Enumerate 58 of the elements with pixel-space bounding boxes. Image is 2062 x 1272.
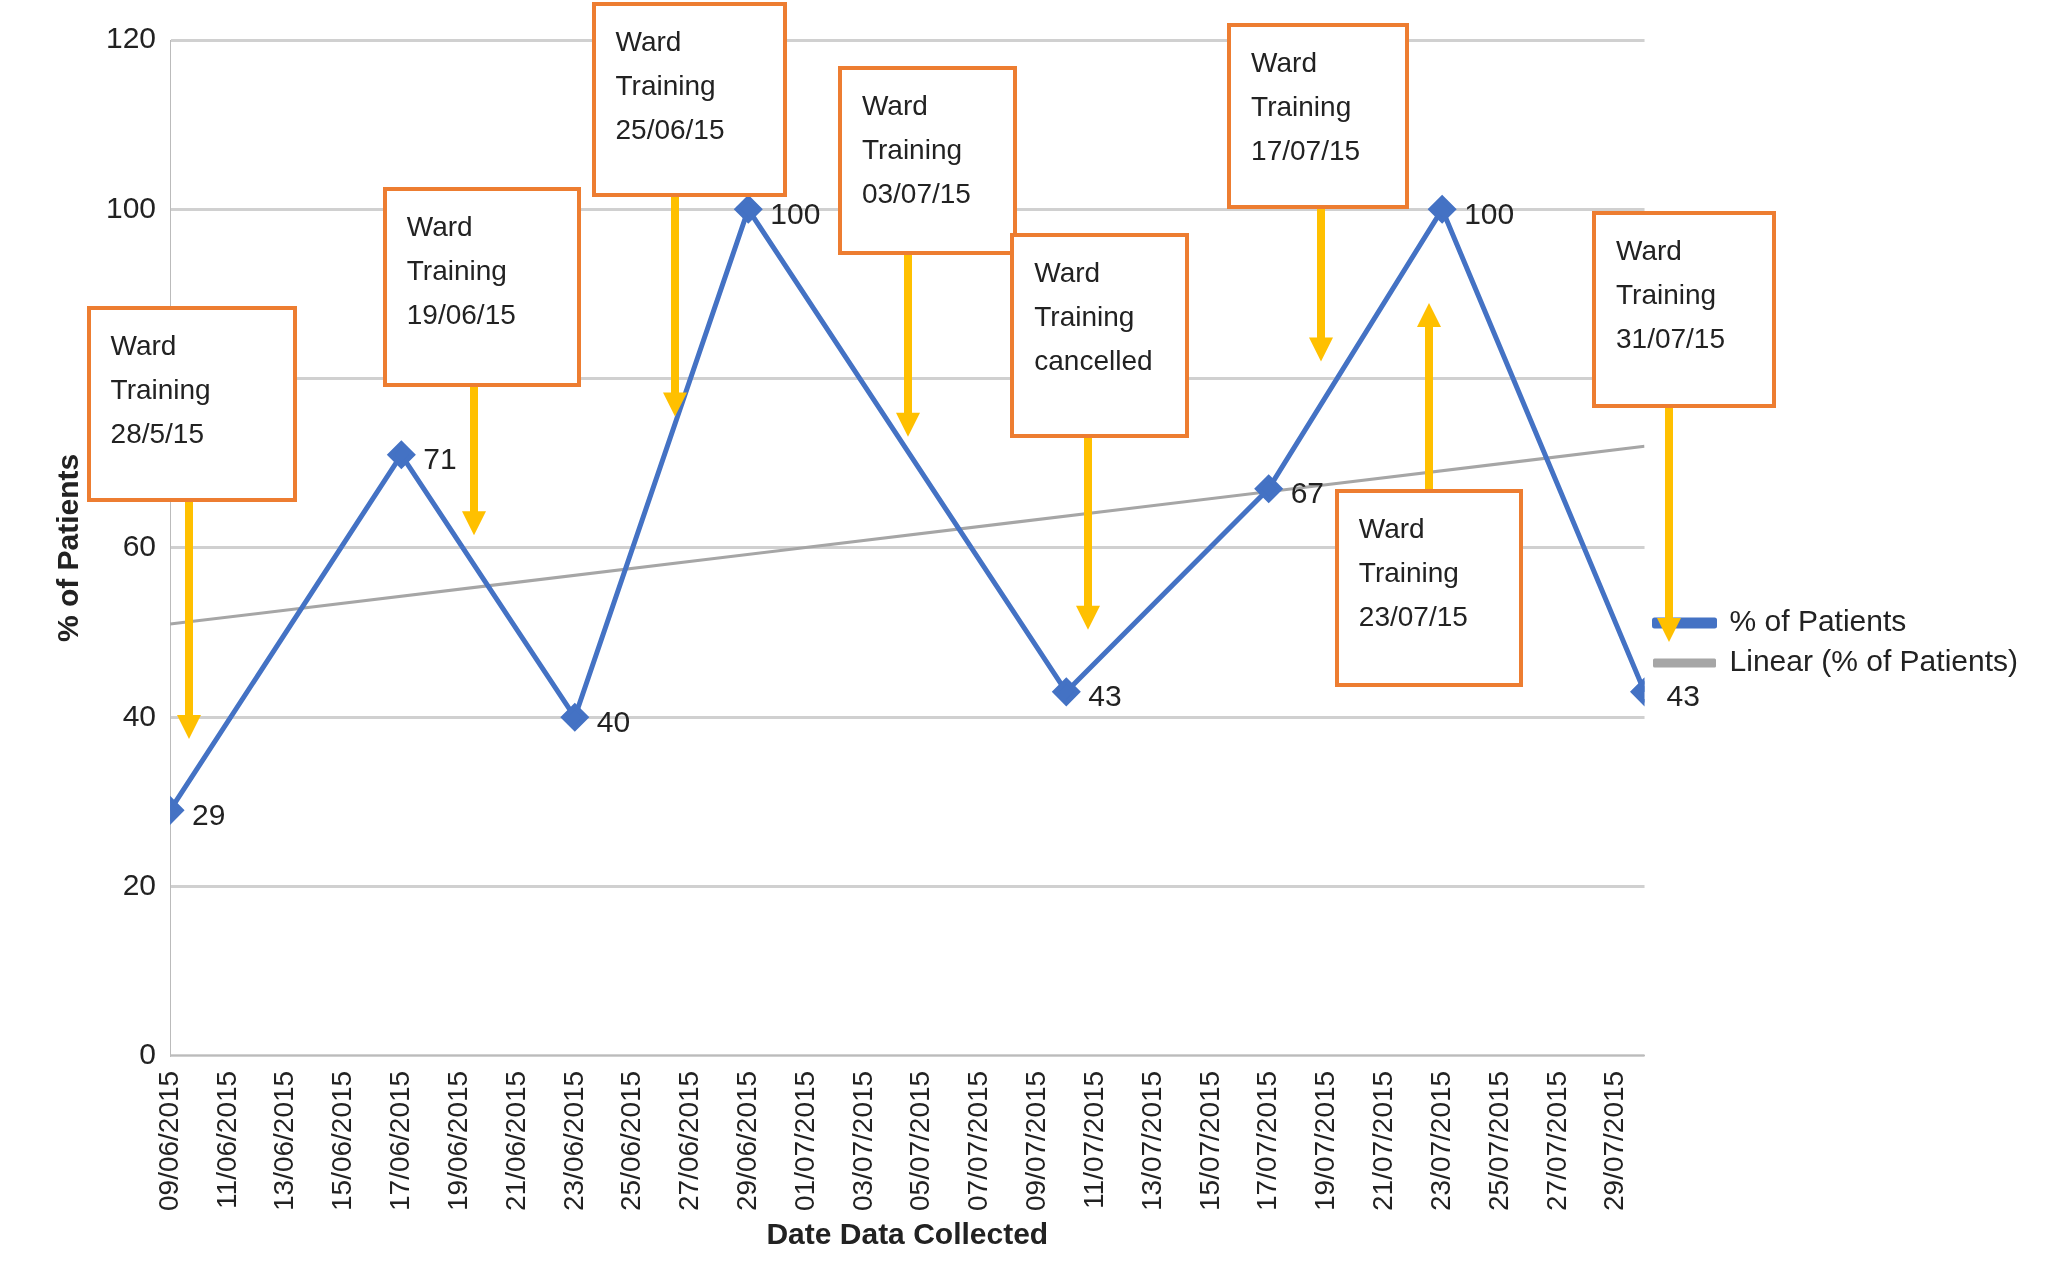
x-tick-label: 29/06/2015 [731,1070,762,1211]
data-label: 43 [1666,679,1700,713]
callout-box: Ward Training 31/07/15 [1592,211,1777,408]
callout-box: Ward Training 19/06/15 [382,186,581,388]
callout-box: Ward Training 03/07/15 [837,66,1017,256]
x-tick-label: 17/07/2015 [1251,1070,1283,1211]
y-tick-label: 20 [122,867,157,901]
data-label: 29 [192,797,226,831]
x-tick-label: 27/06/2015 [673,1070,705,1211]
data-label: 40 [596,704,631,738]
x-axis-title: Date Data Collected [766,1217,1049,1251]
y-tick-label: 120 [105,21,157,55]
x-tick-label: 19/07/2015 [1309,1070,1341,1211]
data-label: 71 [423,442,457,476]
y-axis-title: % of Patients [51,453,85,643]
data-label: 100 [770,196,821,230]
point [561,703,589,731]
point [387,441,415,469]
x-tick-label: 13/07/2015 [1135,1070,1167,1211]
x-tick-label: 29/07/2015 [1598,1070,1630,1211]
point [1428,195,1456,223]
y-tick-label: 40 [122,698,157,732]
x-tick-label: 15/06/2015 [326,1070,358,1211]
x-tick-label: 15/07/2015 [1193,1070,1225,1211]
callout-box: Ward Training 25/06/15 [591,2,787,197]
callout-box: Ward Training 17/07/15 [1227,22,1409,209]
x-tick-label: 21/06/2015 [499,1070,531,1211]
x-tick-label: 07/07/2015 [962,1070,994,1211]
point [1052,678,1080,706]
x-tick-label: 17/06/2015 [384,1070,416,1211]
x-tick-label: 21/07/2015 [1367,1070,1399,1211]
x-tick-label: 23/07/2015 [1424,1070,1456,1211]
x-tick-label: 03/07/2015 [846,1070,878,1211]
callout-box: Ward Training cancelled [1010,233,1190,439]
x-tick-label: 09/06/2015 [152,1070,184,1211]
x-tick-label: 13/06/2015 [268,1070,300,1211]
y-tick-label: 60 [122,529,157,563]
y-tick-label: 0 [139,1037,157,1071]
callout-box: Ward Training 23/07/15 [1334,489,1524,687]
point [734,195,762,223]
data-label: 43 [1088,679,1122,713]
x-tick-label: 19/06/2015 [441,1070,473,1211]
legend-label: Linear (% of Patients) [1729,644,2019,678]
x-tick-label: 23/06/2015 [557,1070,589,1211]
point [1255,475,1283,503]
x-tick-label: 25/07/2015 [1482,1070,1514,1211]
legend-label: % of Patients [1729,604,1907,638]
x-tick-label: 01/07/2015 [788,1070,820,1211]
callout-box: Ward Training 28/5/15 [86,305,297,503]
x-tick-label: 11/07/2015 [1077,1070,1109,1209]
x-tick-label: 11/06/2015 [210,1070,242,1209]
x-tick-label: 09/07/2015 [1020,1070,1052,1211]
y-tick-label: 100 [105,190,157,224]
x-tick-label: 25/06/2015 [615,1070,647,1211]
data-label: 67 [1290,475,1325,509]
x-tick-label: 27/07/2015 [1540,1070,1572,1211]
data-label: 100 [1464,196,1515,230]
x-tick-label: 05/07/2015 [904,1070,936,1211]
